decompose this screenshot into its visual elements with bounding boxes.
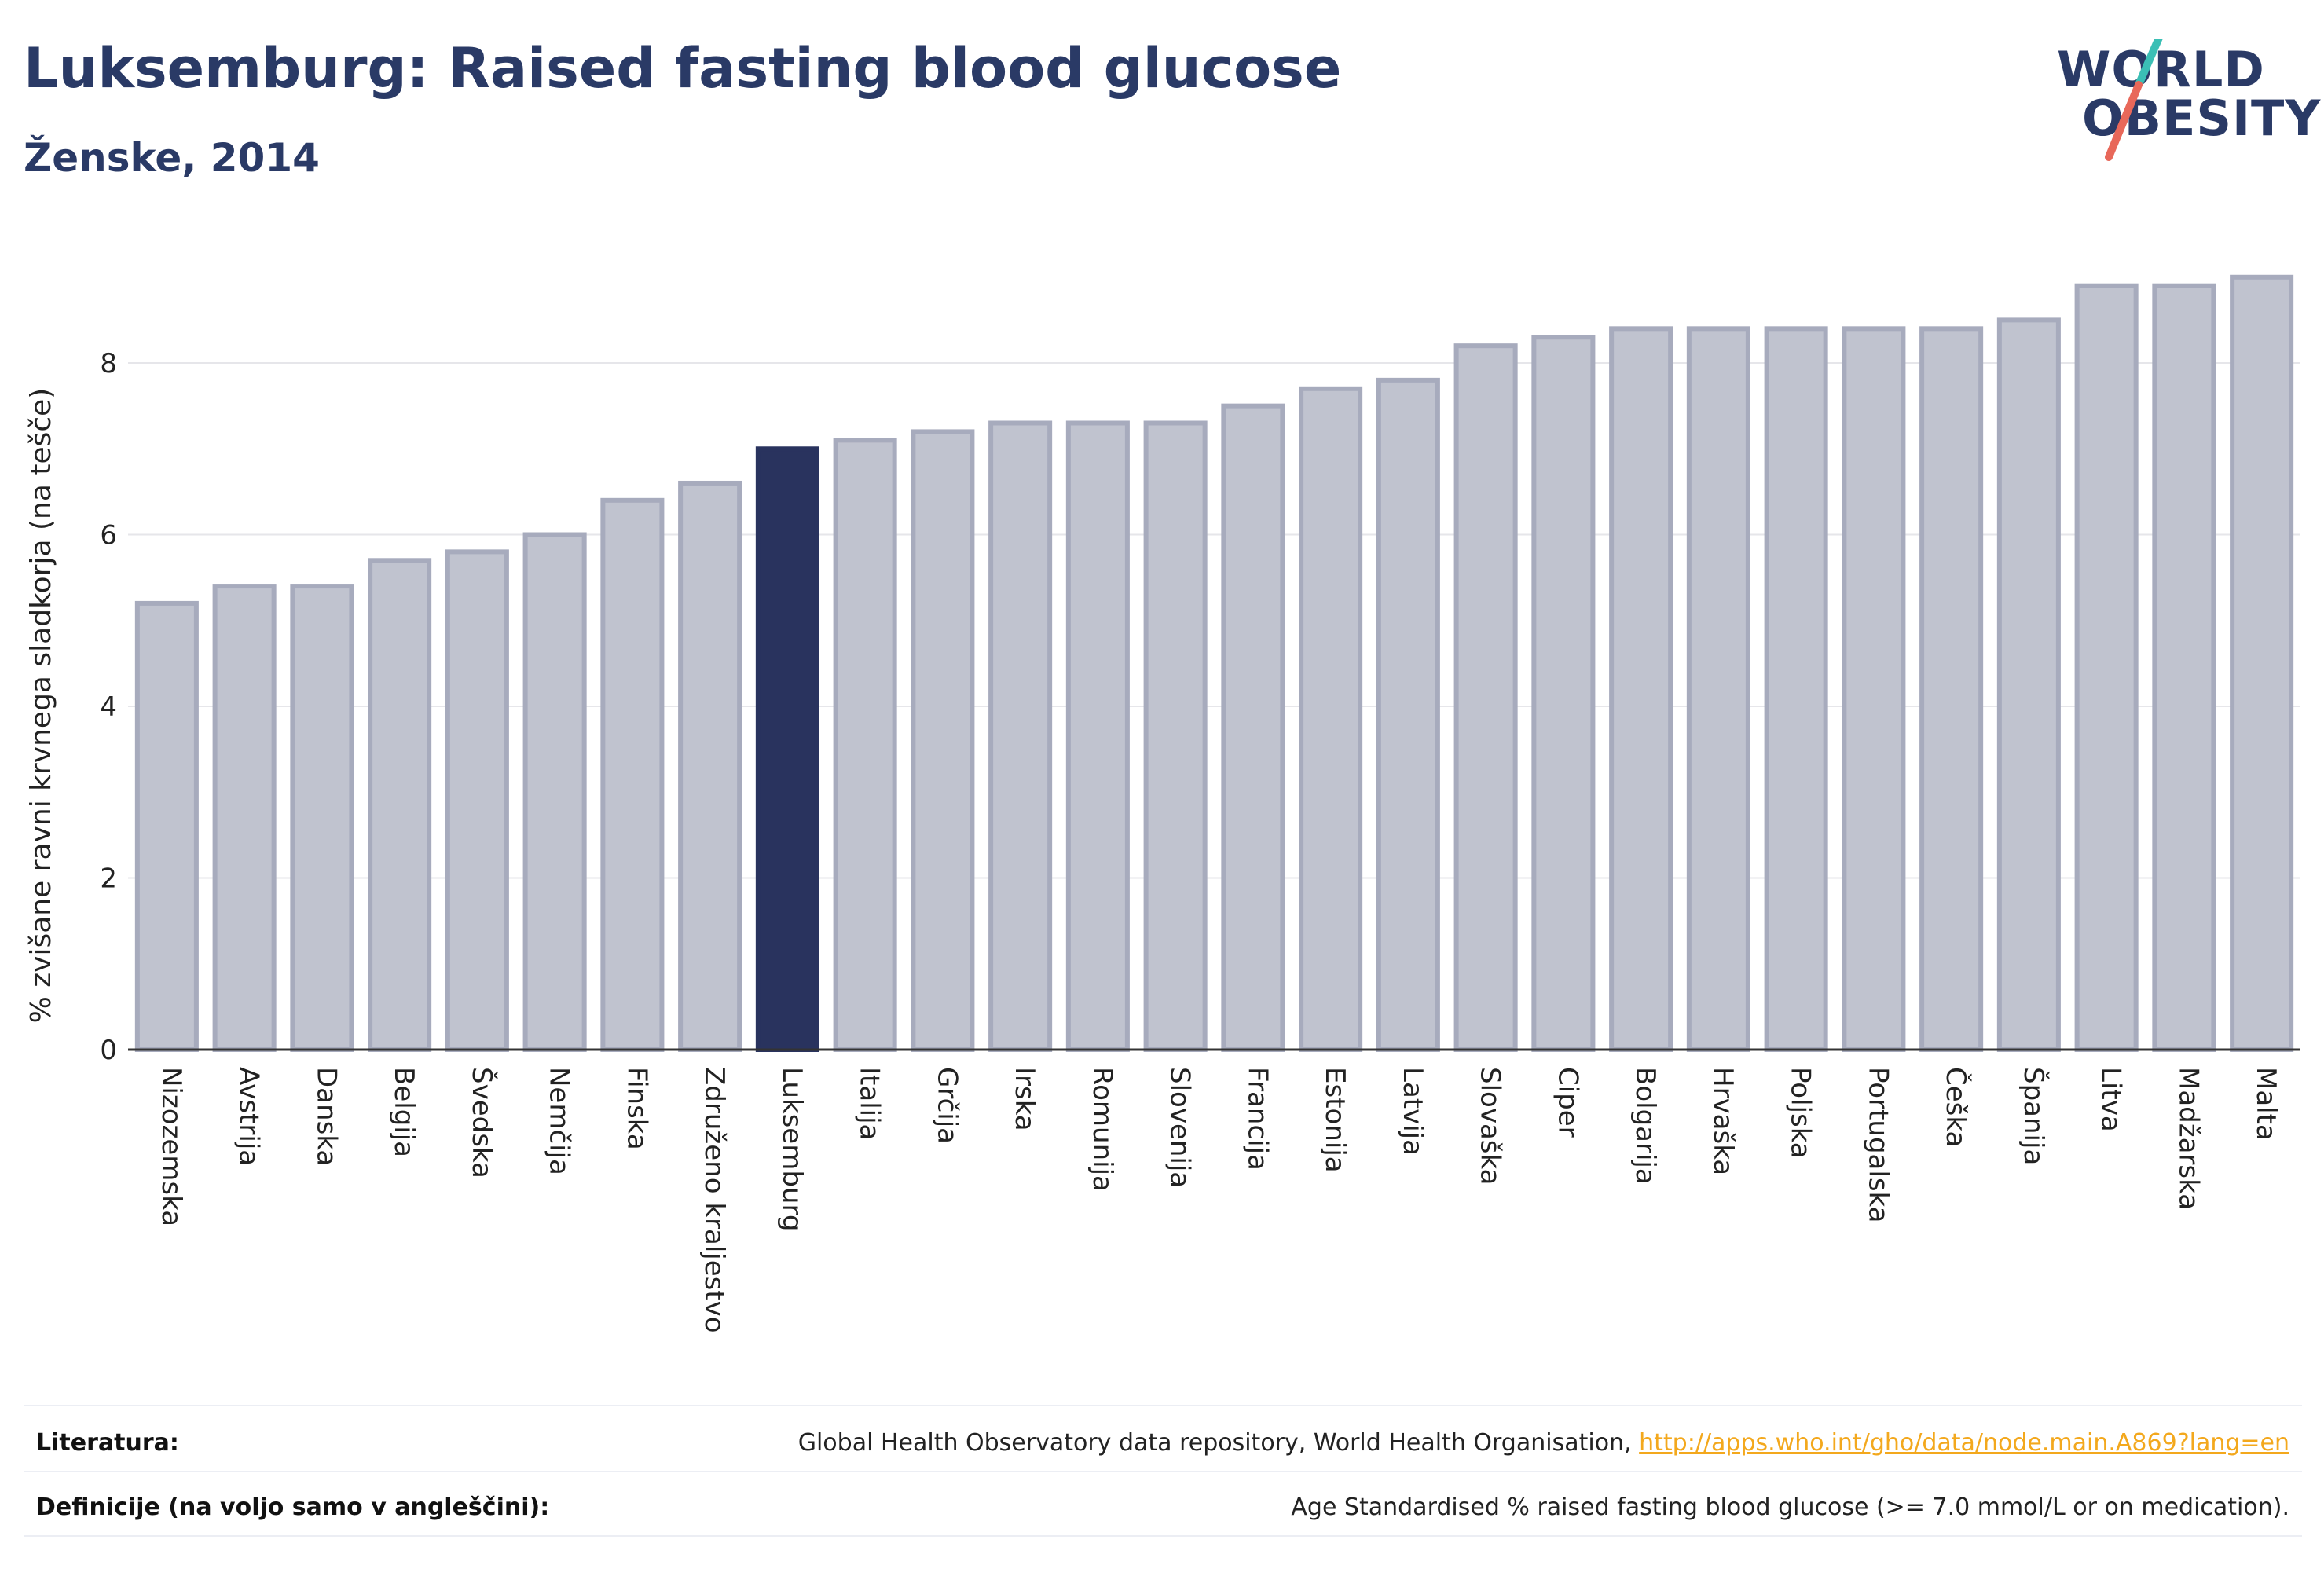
x-tick-label: Švedska	[466, 1067, 498, 1178]
bar-litva[interactable]	[2074, 283, 2139, 1052]
x-tick-label: Slovaška	[1475, 1067, 1506, 1185]
bar-francija[interactable]	[1221, 403, 1285, 1052]
bars	[134, 274, 2294, 1053]
bar-italija[interactable]	[833, 438, 897, 1052]
bar-danska[interactable]	[290, 584, 354, 1052]
labels: 0 2 4 6 8 Nizozemska Avstrija Danska Belgija Šved…	[25, 348, 2282, 1333]
references-value: Global Health Observatory data repositor…	[798, 1429, 2302, 1457]
footer-divider-middle	[24, 1471, 2302, 1472]
bar-bolgarija[interactable]	[1609, 326, 1673, 1052]
world-obesity-logo: WORLD OBESITY	[2043, 39, 2320, 173]
bar-estonija[interactable]	[1299, 386, 1363, 1052]
bar-nemčija[interactable]	[522, 532, 587, 1052]
x-tick-label: Finska	[621, 1067, 652, 1150]
footer-divider-top	[24, 1405, 2302, 1406]
bar-slovaška[interactable]	[1453, 343, 1518, 1052]
x-tick-label: Belgija	[388, 1067, 420, 1157]
x-tick-label: Malta	[2250, 1067, 2282, 1141]
bar-avstrija[interactable]	[212, 584, 277, 1052]
bar-malta[interactable]	[2230, 274, 2294, 1053]
bar-finska[interactable]	[600, 497, 665, 1052]
y-tick-label: 6	[100, 520, 117, 552]
references-link[interactable]: http://apps.who.int/gho/data/node.main.A…	[1639, 1428, 2289, 1457]
x-tick-label: Francija	[1241, 1067, 1273, 1171]
chart-subtitle: Ženske, 2014	[24, 135, 320, 181]
chart-title: Luksemburg: Raised fasting blood glucose	[24, 36, 1342, 101]
x-tick-label: Litva	[2095, 1067, 2127, 1132]
y-axis-title: % zvišane ravni krvnega sladkorja (na te…	[25, 388, 57, 1024]
x-tick-label: Latvija	[1397, 1067, 1428, 1156]
x-tick-label: Poljska	[1785, 1067, 1816, 1159]
bar-belgija[interactable]	[368, 558, 432, 1052]
x-tick-label: Madžarska	[2172, 1067, 2204, 1210]
x-tick-label: Združeno kraljestvo	[698, 1067, 730, 1333]
bar-združeno-kraljestvo[interactable]	[678, 480, 742, 1052]
bar-hrvaška[interactable]	[1686, 326, 1750, 1052]
footer-definitions-row: Definicije (na voljo samo v angleščini):…	[24, 1475, 2302, 1538]
logo-text-world: WORLD	[2057, 41, 2265, 98]
x-tick-label: Romunija	[1087, 1067, 1118, 1192]
definitions-value: Age Standardised % raised fasting blood …	[1291, 1493, 2289, 1521]
x-tick-label: Luksemburg	[776, 1067, 808, 1231]
bar-portugalska[interactable]	[1842, 326, 1906, 1052]
references-label: Literatura:	[36, 1428, 179, 1457]
x-tick-label: Slovenija	[1164, 1067, 1196, 1188]
bar-luksemburg[interactable]	[755, 446, 819, 1052]
x-tick-label: Hrvaška	[1707, 1067, 1739, 1175]
bar-irska[interactable]	[988, 420, 1053, 1052]
bar-grčija[interactable]	[911, 429, 975, 1052]
bar-chart: 0 2 4 6 8 Nizozemska Avstrija Danska Belgija Šved…	[25, 274, 2300, 1333]
x-tick-label: Ciper	[1552, 1067, 1583, 1138]
x-tick-label: Avstrija	[233, 1067, 265, 1166]
footer-references-row: Literatura: Global Health Observatory da…	[24, 1411, 2302, 1474]
x-tick-label: Grčija	[931, 1067, 962, 1144]
y-tick-label: 4	[100, 691, 117, 723]
bar-slovenija[interactable]	[1143, 420, 1208, 1052]
footer-divider-bottom	[24, 1535, 2302, 1537]
bar-nizozemska[interactable]	[134, 600, 199, 1052]
x-tick-label: Nizozemska	[156, 1067, 187, 1226]
bar-madžarska[interactable]	[2152, 283, 2216, 1052]
x-tick-label: Irska	[1009, 1067, 1040, 1131]
bar-češka[interactable]	[1919, 326, 1984, 1052]
bar-romunija[interactable]	[1065, 420, 1130, 1052]
x-tick-label: Češka	[1940, 1067, 1972, 1147]
bar-švedska[interactable]	[445, 549, 509, 1052]
x-tick-label: Nemčija	[544, 1067, 575, 1175]
y-tick-label: 8	[100, 348, 117, 379]
bar-španija[interactable]	[1996, 317, 2061, 1053]
x-tick-label: Portugalska	[1862, 1067, 1893, 1222]
bar-poljska[interactable]	[1764, 326, 1828, 1052]
x-tick-label: Španija	[2018, 1067, 2050, 1165]
references-text: Global Health Observatory data repositor…	[797, 1428, 1640, 1457]
x-tick-label: Bolgarija	[1629, 1067, 1661, 1185]
x-tick-label: Estonija	[1319, 1067, 1351, 1173]
x-tick-label: Danska	[310, 1067, 342, 1166]
bar-latvija[interactable]	[1376, 377, 1440, 1052]
bar-ciper[interactable]	[1531, 335, 1596, 1052]
y-tick-label: 0	[100, 1035, 117, 1066]
definitions-label: Definicije (na voljo samo v angleščini):	[36, 1493, 550, 1521]
logo-slash-icon	[2105, 39, 2163, 161]
y-tick-label: 2	[100, 863, 117, 895]
x-tick-label: Italija	[854, 1067, 885, 1140]
